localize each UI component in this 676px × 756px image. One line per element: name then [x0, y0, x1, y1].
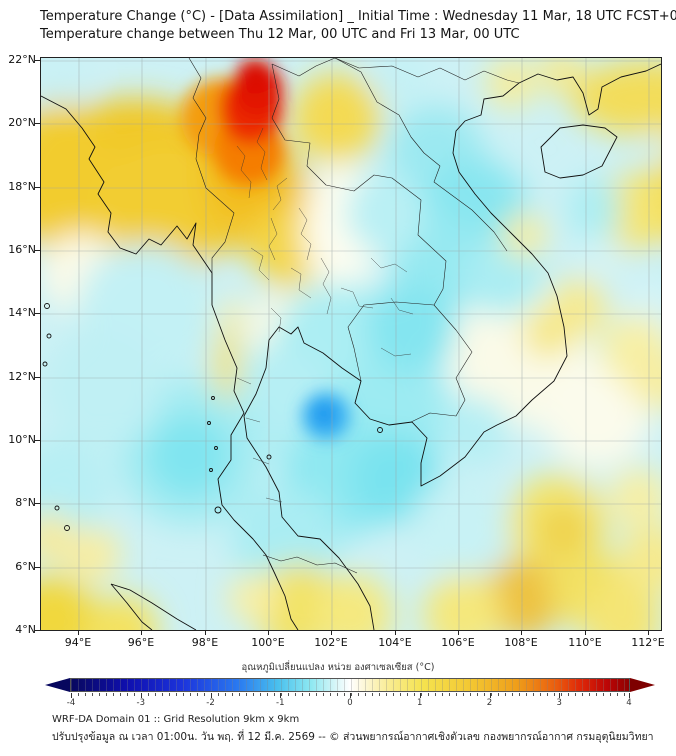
grid-lines	[41, 58, 661, 630]
x-axis-label: 106°E	[441, 636, 475, 649]
colorbar-tick-label: -2	[206, 698, 215, 708]
footer-update-credit: ปรับปรุงข้อมูล ณ เวลา 01:00น. วัน พฤ. ที…	[52, 731, 654, 743]
colorbar-tick-label: 3	[556, 698, 562, 708]
y-axis-label: 8°N	[15, 496, 36, 509]
x-axis-tick	[585, 631, 586, 635]
x-axis-tick	[141, 631, 142, 635]
x-axis-tick	[78, 631, 79, 635]
colorbar: -4 -3 -2 -1 0 1 2 3 4	[45, 678, 655, 708]
colorbar-tick-label: 2	[486, 698, 493, 708]
footer-model-info: WRF-DA Domain 01 :: Grid Resolution 9km …	[52, 714, 300, 725]
y-axis-label: 14°N	[8, 306, 36, 319]
x-axis-label: 98°E	[191, 636, 219, 649]
colorbar-major-tick	[419, 693, 421, 698]
colorbar-tick-label: -4	[66, 698, 76, 708]
x-axis-tick	[268, 631, 269, 635]
colorbar-major-tick	[489, 693, 491, 698]
x-axis-label: 104°E	[378, 636, 412, 649]
y-axis-tick	[35, 503, 40, 504]
colorbar-tick-label: 4	[626, 698, 632, 708]
colorbar-major-tick	[140, 693, 142, 698]
temperature-field-svg	[41, 58, 661, 630]
y-axis-label: 18°N	[8, 180, 36, 193]
colorbar-major-tick	[280, 693, 282, 698]
colorbar-major-tick	[71, 693, 72, 698]
province-borders	[236, 127, 414, 503]
page-title: Temperature Change (°C) - [Data Assimila…	[40, 9, 676, 24]
y-axis-tick	[35, 440, 40, 441]
x-axis-tick	[205, 631, 206, 635]
colorbar-major-tick	[559, 693, 561, 698]
colorbar-title: อุณหภูมิเปลี่ยนแปลง หน่วย องศาเซลเซียส (…	[241, 662, 435, 673]
y-axis-tick	[35, 313, 40, 314]
colorbar-left-arrow	[45, 678, 70, 692]
colorbar-major-tick	[350, 693, 351, 698]
x-axis-label: 102°E	[314, 636, 348, 649]
intense-anomaly-blobs	[181, 58, 350, 440]
x-axis-label: 96°E	[127, 636, 155, 649]
y-axis-label: 12°N	[8, 370, 36, 383]
y-axis-tick	[35, 250, 40, 251]
y-axis-label: 22°N	[8, 53, 36, 66]
x-axis-label: 100°E	[251, 636, 285, 649]
colorbar-tick-label: -1	[276, 698, 285, 708]
y-axis-tick	[35, 630, 40, 631]
x-axis-tick	[331, 631, 332, 635]
page-subtitle: Temperature change between Thu 12 Mar, 0…	[40, 27, 520, 42]
anomaly-blobs	[41, 58, 661, 630]
colorbar-tick-label: 0	[347, 698, 353, 708]
x-axis-label: 110°E	[568, 636, 602, 649]
y-axis-tick	[35, 187, 40, 188]
y-axis-tick	[35, 567, 40, 568]
weather-map	[40, 57, 662, 631]
colorbar-gradient: -4 -3 -2 -1 0 1 2 3 4	[67, 678, 632, 708]
y-axis-tick	[35, 123, 40, 124]
y-axis-tick	[35, 60, 40, 61]
colorbar-right-arrow	[630, 678, 655, 692]
colorbar-tick-label: -3	[136, 698, 145, 708]
y-axis-label: 10°N	[8, 433, 36, 446]
x-axis-label: 108°E	[504, 636, 538, 649]
coastlines	[41, 63, 661, 630]
country-borders	[188, 58, 520, 574]
y-axis-label: 4°N	[15, 623, 36, 636]
x-axis-tick	[648, 631, 649, 635]
x-axis-label: 94°E	[64, 636, 92, 649]
x-axis-tick	[458, 631, 459, 635]
y-axis-label: 16°N	[8, 243, 36, 256]
colorbar-tick-label: 1	[417, 698, 423, 708]
colorbar-major-tick	[629, 693, 630, 698]
colorbar-major-tick	[210, 693, 212, 698]
x-axis-label: 112°E	[631, 636, 665, 649]
y-axis-tick	[35, 377, 40, 378]
y-axis-label: 20°N	[8, 116, 36, 129]
x-axis-tick	[395, 631, 396, 635]
x-axis-tick	[521, 631, 522, 635]
y-axis-label: 6°N	[15, 560, 36, 573]
